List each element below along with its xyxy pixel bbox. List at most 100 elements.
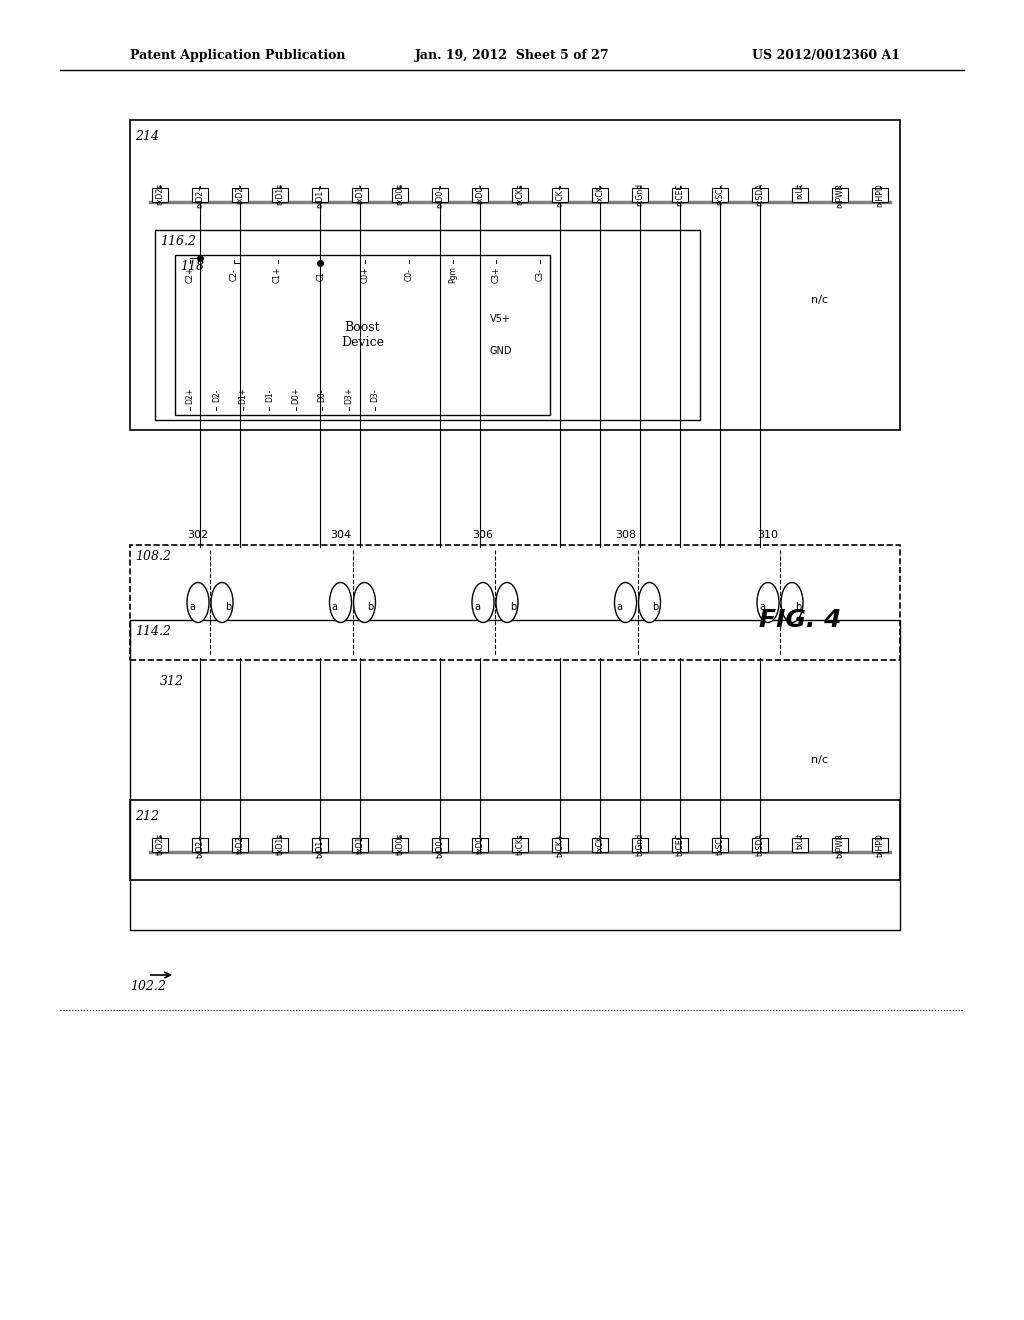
Text: rxD0-: rxD0- [475,183,484,205]
Text: C2+: C2+ [185,267,195,284]
Bar [552,838,568,851]
Text: txD1-: txD1- [355,833,365,854]
Ellipse shape [211,582,233,623]
Bar [552,187,568,202]
Text: rxCEC: rxCEC [676,183,684,206]
Bar [792,187,808,202]
Text: txD1s: txD1s [275,833,285,855]
Text: C2-: C2- [229,269,239,281]
Bar [712,187,728,202]
Bar [152,838,168,851]
Text: D1+: D1+ [239,387,248,404]
Text: FIG. 4: FIG. 4 [759,609,842,632]
Text: b: b [510,602,516,611]
Text: a: a [332,602,338,611]
Text: C1-: C1- [316,269,326,281]
Bar [272,187,288,202]
Bar [312,838,328,851]
Text: txD0+: txD0+ [435,833,444,858]
Text: txD0-: txD0- [475,833,484,854]
Bar [352,187,368,202]
Text: 102.2: 102.2 [130,979,166,993]
Bar [512,187,528,202]
Ellipse shape [472,582,494,623]
Text: 308: 308 [615,531,636,540]
Text: n/c: n/c [811,294,828,305]
Text: txPWR: txPWR [836,833,845,858]
Text: txD2+: txD2+ [196,833,205,858]
Text: rxCK+: rxCK+ [555,183,564,207]
Text: rxD0+: rxD0+ [435,183,444,207]
Ellipse shape [353,582,376,623]
Text: txGnd: txGnd [636,833,644,857]
Ellipse shape [187,582,209,623]
Text: US 2012/0012360 A1: US 2012/0012360 A1 [752,49,900,62]
Text: C3+: C3+ [492,267,501,284]
Text: C0+: C0+ [360,267,370,284]
Bar [512,838,528,851]
Bar [472,838,488,851]
Bar [472,187,488,202]
Ellipse shape [496,582,518,623]
Text: 212: 212 [135,810,159,822]
Text: Jan. 19, 2012  Sheet 5 of 27: Jan. 19, 2012 Sheet 5 of 27 [415,49,609,62]
Text: rxD2+: rxD2+ [196,183,205,207]
Bar [632,187,648,202]
Bar [152,187,168,202]
Text: rxGnd: rxGnd [636,183,644,206]
Text: rxD1+: rxD1+ [315,183,325,207]
Text: rxD1-: rxD1- [355,183,365,203]
Bar [193,838,208,851]
Text: n/c: n/c [811,755,828,766]
Text: rxD2s: rxD2s [156,183,165,205]
Text: rxD2-: rxD2- [236,183,245,203]
Bar [352,838,368,851]
Bar [672,187,688,202]
Text: a: a [759,602,765,611]
Text: rxD1s: rxD1s [275,183,285,205]
Bar [632,838,648,851]
Text: txD2-: txD2- [236,833,245,854]
Bar [872,187,888,202]
Text: 304: 304 [330,531,351,540]
Bar [232,187,248,202]
Text: C3-: C3- [536,268,545,281]
Text: 306: 306 [472,531,494,540]
Bar [175,255,550,414]
Text: D3+: D3+ [344,387,353,404]
Bar [432,838,449,851]
Text: rxSDA: rxSDA [756,183,765,206]
Bar [272,838,288,851]
Text: Patent Application Publication: Patent Application Publication [130,49,345,62]
Text: C0-: C0- [404,268,414,281]
Text: 108.2: 108.2 [135,550,171,564]
Text: 302: 302 [187,531,209,540]
Bar [312,187,328,202]
Text: txD2s: txD2s [156,833,165,855]
Bar [155,230,700,420]
Text: rxSCL: rxSCL [716,183,725,205]
Text: 118: 118 [180,260,204,273]
Bar [672,838,688,851]
Bar [592,838,608,851]
Text: D2+: D2+ [185,387,195,404]
Ellipse shape [781,582,803,623]
Text: D1-: D1- [265,388,273,401]
Text: txD0s: txD0s [395,833,404,855]
Bar [792,838,808,851]
Text: b: b [225,602,231,611]
Text: Pgm: Pgm [449,267,457,284]
Bar [130,545,900,660]
Bar [130,620,900,931]
Text: a: a [474,602,480,611]
Text: txSDA: txSDA [756,833,765,857]
Text: GND: GND [490,346,512,356]
Text: a: a [189,602,195,611]
Bar [831,187,848,202]
Bar [130,120,900,430]
Text: rxPWR: rxPWR [836,183,845,209]
Text: txSCL: txSCL [716,833,725,855]
Ellipse shape [639,582,660,623]
Text: D0-: D0- [317,388,327,401]
Text: rxD0s: rxD0s [395,183,404,205]
